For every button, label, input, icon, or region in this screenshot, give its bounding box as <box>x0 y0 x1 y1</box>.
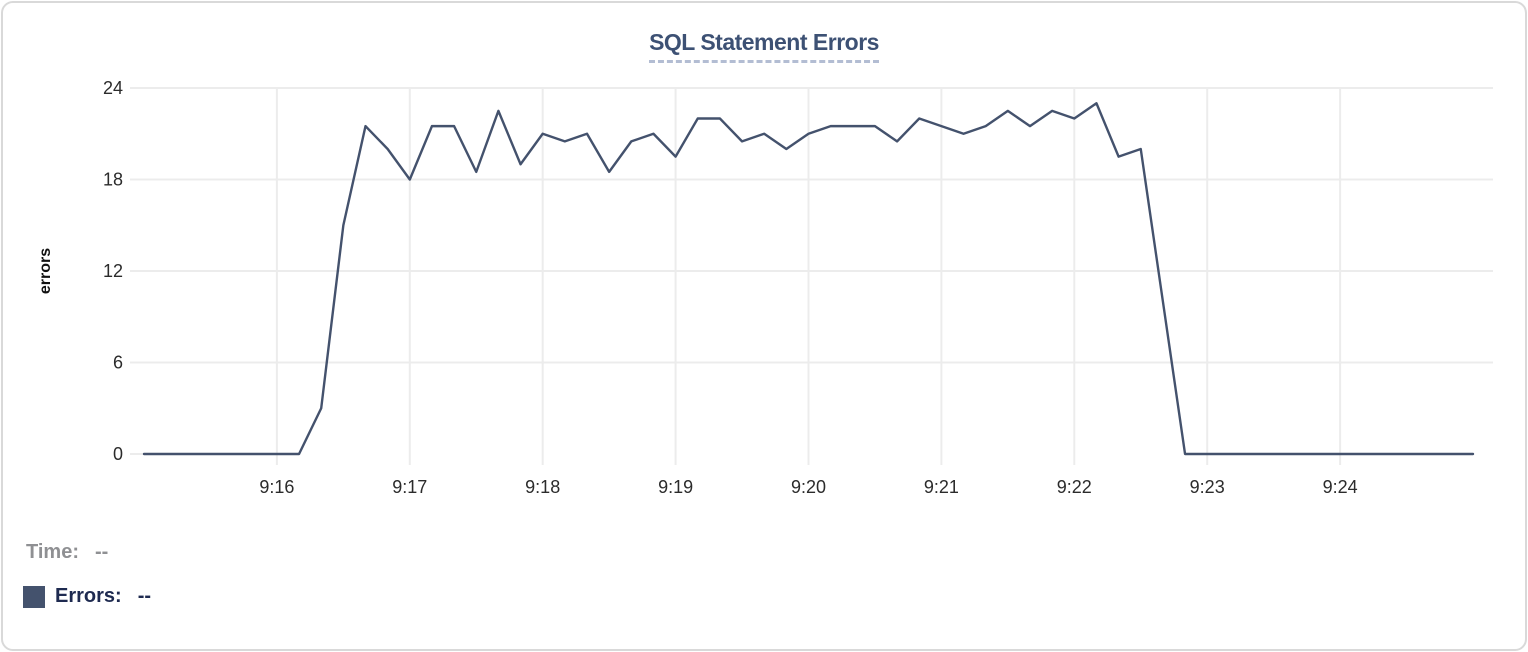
x-tick-label: 9:24 <box>1323 477 1358 497</box>
errors-value: -- <box>137 585 152 607</box>
readout-time: Time: -- <box>26 541 108 564</box>
x-tick-label: 9:17 <box>392 477 427 497</box>
x-tick-label: 9:21 <box>924 477 959 497</box>
errors-series-line <box>142 102 1475 456</box>
x-tick-label: 9:19 <box>658 477 693 497</box>
readout-errors: Errors: -- <box>23 585 151 608</box>
y-tick-label: 24 <box>103 78 123 98</box>
chart-header: SQL Statement Errors <box>3 29 1525 63</box>
x-tick-label: 9:18 <box>525 477 560 497</box>
x-tick-label: 9:16 <box>259 477 294 497</box>
y-tick-label: 6 <box>113 353 123 373</box>
errors-line-chart[interactable]: 0 6 12 18 24 9:16 9:17 9:18 9:19 9:20 9:21 9:22 9:23… <box>3 3 1528 515</box>
errors-label: Errors: <box>55 585 122 607</box>
x-tick-label: 9:20 <box>791 477 826 497</box>
y-tick-label: 12 <box>103 261 123 281</box>
x-tick-label: 9:22 <box>1057 477 1092 497</box>
errors-series-swatch <box>23 585 45 608</box>
time-value: -- <box>94 541 109 563</box>
y-tick-label: 18 <box>103 170 123 190</box>
x-tick-label: 9:23 <box>1190 477 1225 497</box>
y-tick-label: 0 <box>113 444 123 464</box>
y-axis-title: errors <box>37 248 54 294</box>
time-label: Time: <box>26 541 79 563</box>
chart-title[interactable]: SQL Statement Errors <box>649 29 879 63</box>
